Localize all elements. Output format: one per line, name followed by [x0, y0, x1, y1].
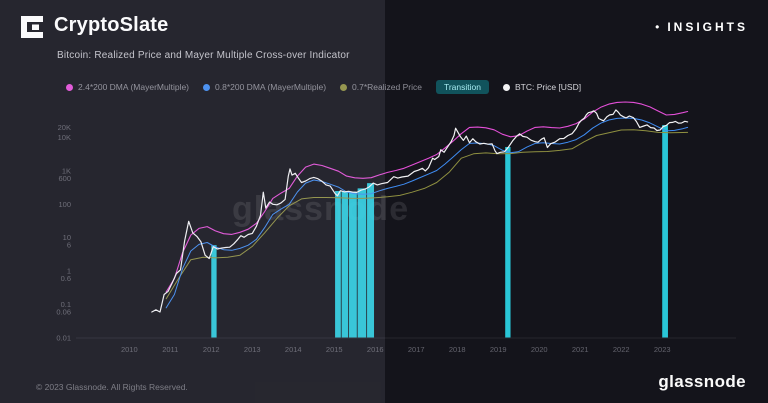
chart-title: Bitcoin: Realized Price and Mayer Multip… [57, 50, 350, 61]
x-tick-label: 2019 [490, 345, 507, 354]
transition-bar [335, 191, 341, 338]
x-tick-label: 2012 [203, 345, 220, 354]
x-tick-label: 2011 [162, 345, 178, 354]
legend-transition-pill: Transition [435, 80, 489, 94]
series-line [151, 109, 689, 313]
insights-badge-label: INSIGHTS [667, 20, 748, 34]
legend-label: BTC: Price [USD] [514, 82, 582, 92]
legend-item: 0.8*200 DMA (MayerMultiple) [203, 82, 326, 92]
bullet-icon: • [655, 20, 660, 34]
legend-label: 0.8*200 DMA (MayerMultiple) [215, 82, 327, 92]
legend-dot-icon [203, 83, 211, 91]
x-tick-label: 2015 [326, 345, 343, 354]
transition-bar [349, 191, 357, 338]
transition-bar [662, 125, 668, 338]
x-tick-label: 2020 [531, 345, 548, 354]
chart-area: glassnode 2.4*200 DMA (MayerMultiple) 0.8… [36, 78, 752, 370]
x-tick-label: 2017 [408, 345, 425, 354]
brand-name: CryptoSlate [54, 14, 169, 36]
chart-legend: 2.4*200 DMA (MayerMultiple) 0.8*200 DMA (… [66, 80, 581, 94]
legend-label: 0.7*Realized Price [352, 82, 422, 92]
y-tick-label: 1K [62, 166, 71, 175]
y-tick-label: 6 [67, 241, 71, 250]
transition-bar [505, 146, 511, 338]
y-tick-label: 1 [67, 267, 71, 276]
y-tick-label: 0.6 [61, 274, 71, 283]
transition-bar [357, 188, 367, 338]
x-tick-label: 2010 [121, 345, 138, 354]
x-tick-label: 2016 [367, 345, 384, 354]
series-line [165, 129, 689, 300]
y-tick-label: 600 [58, 174, 71, 183]
y-tick-label: 10K [58, 133, 71, 142]
x-tick-label: 2013 [244, 345, 261, 354]
legend-dot-icon [340, 83, 348, 91]
insights-badge: • INSIGHTS [655, 20, 748, 34]
transition-bar [341, 191, 349, 338]
transition-bar [211, 245, 217, 338]
legend-label: 2.4*200 DMA (MayerMultiple) [78, 82, 190, 92]
legend-item: BTC: Price [USD] [502, 82, 582, 92]
series-line [165, 101, 689, 293]
series-line [165, 117, 689, 309]
legend-item: 2.4*200 DMA (MayerMultiple) [66, 82, 189, 92]
x-tick-label: 2021 [572, 345, 589, 354]
legend-item: Transition [435, 80, 489, 94]
legend-item: 0.7*Realized Price [340, 82, 422, 92]
cryptoslate-logo-icon [18, 13, 46, 41]
transition-bar [367, 183, 375, 338]
x-tick-label: 2023 [654, 345, 671, 354]
y-tick-label: 0.1 [61, 300, 71, 309]
legend-dot-icon [502, 83, 510, 91]
x-tick-label: 2018 [449, 345, 466, 354]
y-tick-label: 0.06 [56, 307, 71, 316]
x-tick-label: 2022 [613, 345, 630, 354]
glassnode-logo: glassnode [658, 372, 746, 391]
y-tick-label: 0.01 [56, 334, 71, 343]
x-tick-label: 2014 [285, 345, 302, 354]
y-tick-label: 100 [58, 200, 71, 209]
y-tick-label: 20K [58, 123, 71, 132]
copyright-text: © 2023 Glassnode. All Rights Reserved. [36, 382, 188, 392]
y-tick-label: 10 [63, 233, 71, 242]
legend-dot-icon [66, 83, 73, 91]
